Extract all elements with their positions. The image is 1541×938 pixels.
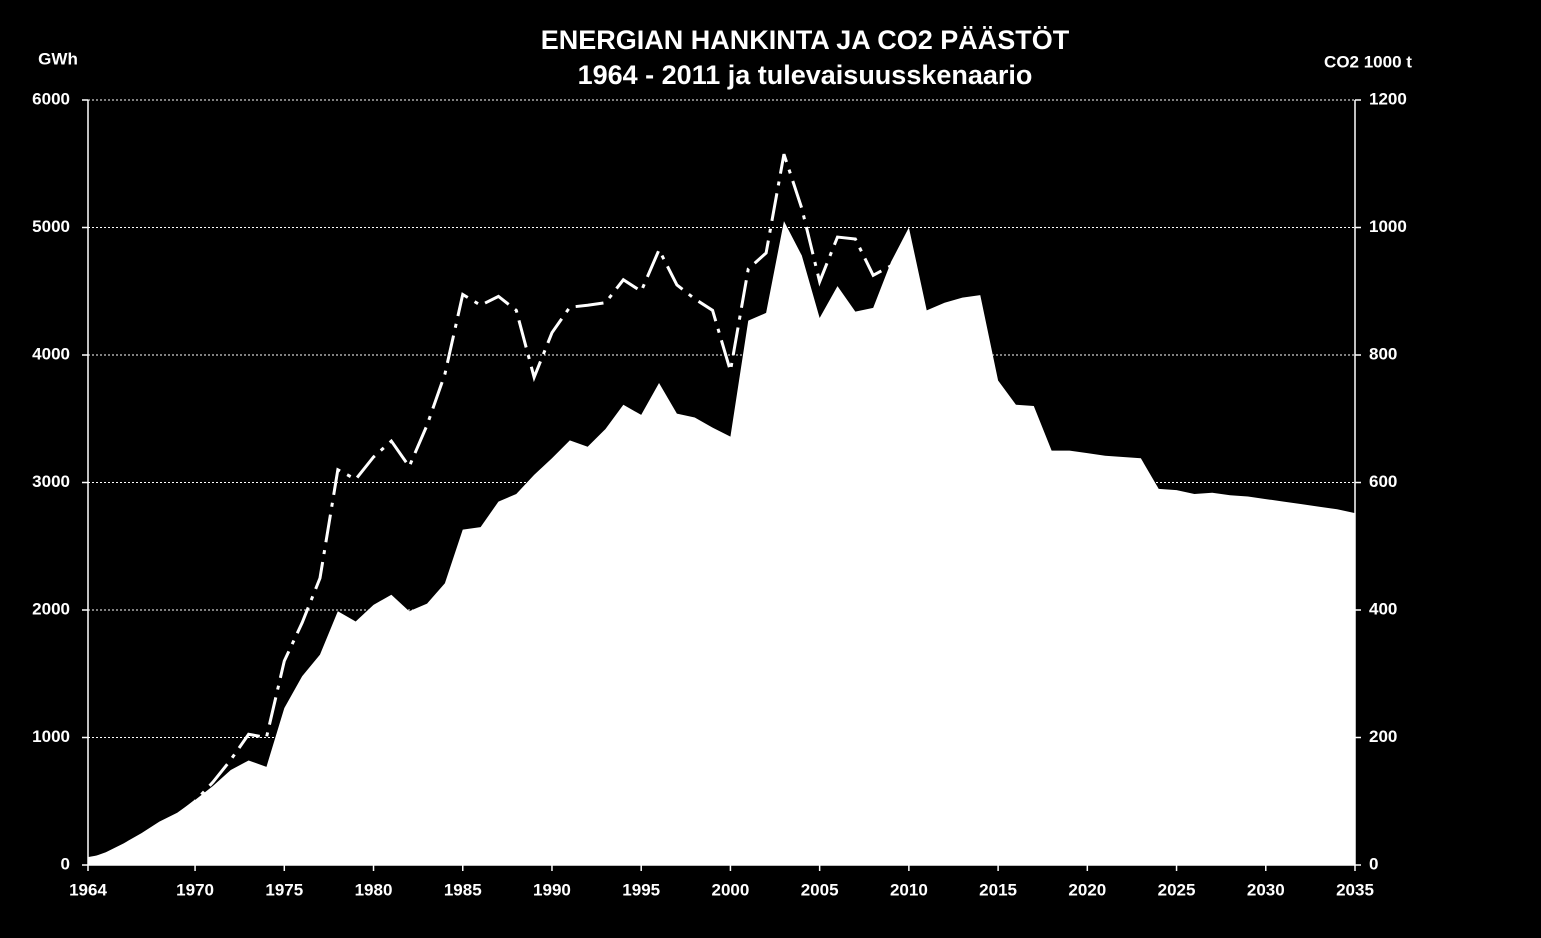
y2-axis-label: CO2 1000 t — [1324, 52, 1412, 71]
x-tick-label: 1975 — [265, 880, 303, 899]
y-tick-label: 6000 — [32, 89, 70, 108]
chart-subtitle: 1964 - 2011 ja tulevaisuusskenaario — [578, 60, 1033, 90]
y-tick-label: 2000 — [32, 599, 70, 618]
x-tick-label: 1985 — [444, 880, 482, 899]
y-tick-label: 4000 — [32, 344, 70, 363]
y-tick-label: 0 — [61, 854, 70, 873]
x-tick-label: 2030 — [1247, 880, 1285, 899]
y2-tick-label: 400 — [1369, 599, 1397, 618]
y-tick-label: 5000 — [32, 217, 70, 236]
x-tick-label: 2005 — [801, 880, 839, 899]
x-tick-label: 2010 — [890, 880, 928, 899]
y-tick-label: 1000 — [32, 727, 70, 746]
y2-tick-label: 200 — [1369, 727, 1397, 746]
x-tick-label: 1980 — [355, 880, 393, 899]
line — [87, 153, 911, 861]
x-tick-label: 2020 — [1068, 880, 1106, 899]
x-tick-label: 1995 — [622, 880, 660, 899]
x-tick-label: 2000 — [712, 880, 750, 899]
y2-tick-label: 1200 — [1369, 89, 1407, 108]
y2-tick-label: 1000 — [1369, 217, 1407, 236]
x-tick-label: 1970 — [176, 880, 214, 899]
area — [88, 221, 1355, 865]
y-axis-label: GWh — [38, 49, 78, 68]
x-tick-label: 2035 — [1336, 880, 1374, 899]
x-tick-label: 1964 — [69, 880, 107, 899]
y-tick-label: 3000 — [32, 472, 70, 491]
chart-title: ENERGIAN HANKINTA JA CO2 PÄÄSTÖT — [541, 25, 1070, 55]
x-tick-label: 2025 — [1158, 880, 1196, 899]
x-tick-label: 2015 — [979, 880, 1017, 899]
y2-tick-label: 0 — [1369, 854, 1378, 873]
y2-tick-label: 600 — [1369, 472, 1397, 491]
x-tick-label: 1990 — [533, 880, 571, 899]
y2-tick-label: 800 — [1369, 344, 1397, 363]
